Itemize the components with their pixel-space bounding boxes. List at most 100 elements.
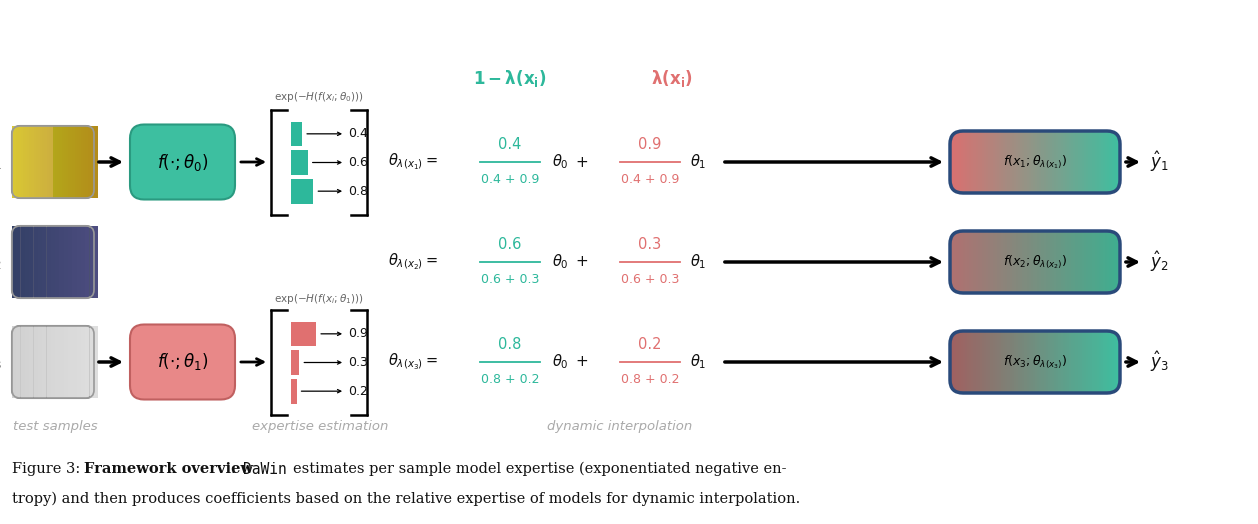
Text: 0.4 + 0.9: 0.4 + 0.9: [620, 173, 679, 186]
Bar: [1076, 231, 1078, 293]
Bar: [965, 231, 967, 293]
Bar: [74, 126, 79, 198]
FancyBboxPatch shape: [13, 326, 94, 398]
Bar: [1092, 331, 1096, 393]
Text: $f(\cdot;\theta_1)$: $f(\cdot;\theta_1)$: [157, 352, 209, 373]
Bar: [1073, 331, 1077, 393]
Text: $\theta_1$: $\theta_1$: [689, 152, 707, 171]
Text: 0.8 + 0.2: 0.8 + 0.2: [620, 373, 679, 386]
Bar: [1079, 331, 1083, 393]
Bar: [1064, 131, 1068, 193]
Bar: [1107, 331, 1111, 393]
Bar: [73, 226, 77, 298]
Bar: [77, 126, 81, 198]
Bar: [89, 226, 94, 298]
Bar: [38, 326, 42, 398]
Bar: [1020, 131, 1023, 193]
Text: Figure 3:: Figure 3:: [13, 462, 84, 476]
Bar: [977, 331, 981, 393]
Bar: [950, 331, 954, 393]
Bar: [1042, 231, 1044, 293]
Bar: [64, 226, 68, 298]
Bar: [1086, 231, 1089, 293]
Text: estimates per sample model expertise (exponentiated negative en-: estimates per sample model expertise (ex…: [293, 462, 786, 476]
Bar: [1014, 331, 1016, 393]
Text: $f(\cdot;\theta_0)$: $f(\cdot;\theta_0)$: [157, 151, 209, 172]
Bar: [1071, 331, 1074, 393]
Bar: [68, 126, 72, 198]
Bar: [996, 231, 1000, 293]
Text: $x_3$: $x_3$: [0, 353, 3, 371]
Bar: [961, 231, 964, 293]
Bar: [1076, 131, 1078, 193]
Bar: [965, 331, 967, 393]
Bar: [999, 131, 1003, 193]
Bar: [1014, 131, 1016, 193]
Bar: [58, 126, 62, 198]
FancyBboxPatch shape: [13, 226, 94, 298]
Text: $\theta_1$: $\theta_1$: [689, 353, 707, 372]
Bar: [969, 331, 972, 393]
Bar: [29, 226, 34, 298]
Text: $x_1$: $x_1$: [0, 153, 3, 171]
Bar: [995, 231, 998, 293]
Bar: [29, 126, 34, 198]
Bar: [1050, 231, 1053, 293]
Bar: [1035, 131, 1038, 193]
Bar: [1045, 131, 1049, 193]
Bar: [1020, 231, 1023, 293]
Bar: [1105, 231, 1108, 293]
Bar: [969, 131, 972, 193]
Bar: [1024, 331, 1028, 393]
Bar: [1005, 331, 1009, 393]
Bar: [1091, 331, 1093, 393]
Bar: [1033, 331, 1037, 393]
Bar: [1003, 231, 1006, 293]
Bar: [1054, 131, 1057, 193]
Bar: [81, 226, 86, 298]
Bar: [92, 126, 96, 198]
Bar: [64, 126, 68, 198]
Bar: [982, 331, 985, 393]
Bar: [1098, 131, 1102, 193]
Text: $\exp(-H(f(x_i;\theta_0)))$: $\exp(-H(f(x_i;\theta_0)))$: [274, 90, 364, 104]
Bar: [94, 226, 98, 298]
Text: dynamic interpolation: dynamic interpolation: [547, 420, 693, 433]
Bar: [1008, 231, 1010, 293]
Bar: [1113, 231, 1117, 293]
Bar: [1018, 131, 1021, 193]
Bar: [1110, 331, 1112, 393]
Text: 0.6: 0.6: [498, 237, 522, 252]
Bar: [1039, 131, 1043, 193]
Bar: [1073, 231, 1077, 293]
Bar: [1035, 331, 1038, 393]
Bar: [1082, 231, 1084, 293]
Text: Framework overview: Framework overview: [84, 462, 253, 476]
Bar: [974, 231, 976, 293]
Bar: [962, 231, 966, 293]
Bar: [1023, 131, 1025, 193]
Bar: [995, 131, 998, 193]
Bar: [999, 331, 1003, 393]
Bar: [1088, 131, 1091, 193]
Bar: [1067, 331, 1071, 393]
Bar: [1092, 231, 1096, 293]
Bar: [1009, 231, 1013, 293]
Bar: [1069, 131, 1072, 193]
Bar: [38, 226, 42, 298]
Text: 0.3: 0.3: [348, 356, 367, 369]
Bar: [1058, 331, 1062, 393]
Bar: [1079, 131, 1083, 193]
Bar: [1058, 231, 1062, 293]
Bar: [1023, 331, 1025, 393]
Bar: [1116, 231, 1118, 293]
Bar: [50, 326, 55, 398]
Bar: [29, 326, 34, 398]
Bar: [1054, 331, 1057, 393]
Bar: [1039, 331, 1043, 393]
Bar: [1011, 131, 1015, 193]
Bar: [971, 131, 975, 193]
Bar: [962, 331, 966, 393]
Bar: [975, 131, 979, 193]
Bar: [956, 131, 960, 193]
